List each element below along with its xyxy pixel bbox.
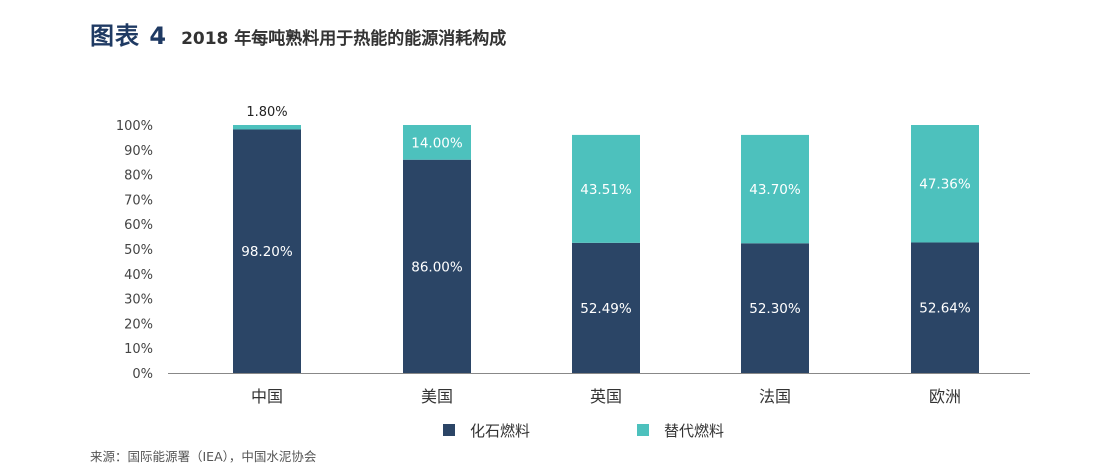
y-tick-label: 60% (124, 218, 153, 233)
y-tick-label: 40% (124, 268, 153, 283)
chart-title: 2018 年每吨熟料用于热能的能源消耗构成 (181, 29, 507, 49)
bar-segment-alternative (741, 134, 809, 244)
chart-header: 图表 4 2018 年每吨熟料用于热能的能源消耗构成 (90, 16, 506, 51)
bar-segment-fossil (911, 242, 979, 373)
legend-label: 化石燃料 (470, 422, 530, 440)
x-tick-label: 欧洲 (929, 387, 961, 406)
y-tick-label: 30% (124, 293, 153, 308)
y-tick-label: 90% (124, 144, 153, 159)
source-note: 来源：国际能源署（IEA），中国水泥协会 (90, 449, 317, 464)
bar-segment-fossil (741, 243, 809, 373)
bar-segment-alternative (233, 125, 301, 130)
y-tick-label: 20% (124, 317, 153, 332)
y-tick-label: 80% (124, 169, 153, 184)
bar-segment-alternative (403, 125, 471, 160)
bar-segment-fossil (572, 242, 640, 373)
data-label: 43.70% (749, 182, 801, 198)
bar-segment-alternative (572, 134, 640, 243)
y-tick-label: 0% (132, 367, 153, 382)
bar-segment-fossil (233, 129, 301, 373)
legend-swatch-fossil (443, 424, 455, 436)
legend-swatch-alternative (637, 424, 649, 436)
data-label: 47.36% (919, 177, 971, 193)
data-label: 98.20% (241, 244, 293, 260)
data-label: 52.30% (749, 301, 801, 317)
legend-label: 替代燃料 (664, 422, 724, 440)
x-tick-label: 法国 (759, 387, 791, 406)
figure-label: 图表 4 (90, 22, 168, 50)
x-tick-label: 英国 (590, 387, 622, 406)
x-tick-label: 中国 (251, 387, 283, 406)
data-label: 52.49% (580, 301, 632, 317)
data-label: 52.64% (919, 301, 971, 317)
x-tick-label: 美国 (421, 387, 453, 406)
y-tick-label: 70% (124, 193, 153, 208)
y-tick-label: 100% (116, 119, 153, 134)
y-tick-label: 10% (124, 342, 153, 357)
data-label: 86.00% (411, 259, 463, 275)
bar-segment-fossil (403, 159, 471, 373)
y-tick-label: 50% (124, 243, 153, 258)
data-label: 14.00% (411, 135, 463, 151)
data-label: 1.80% (246, 105, 287, 120)
bar-segment-alternative (911, 125, 979, 243)
data-label: 43.51% (580, 182, 632, 198)
